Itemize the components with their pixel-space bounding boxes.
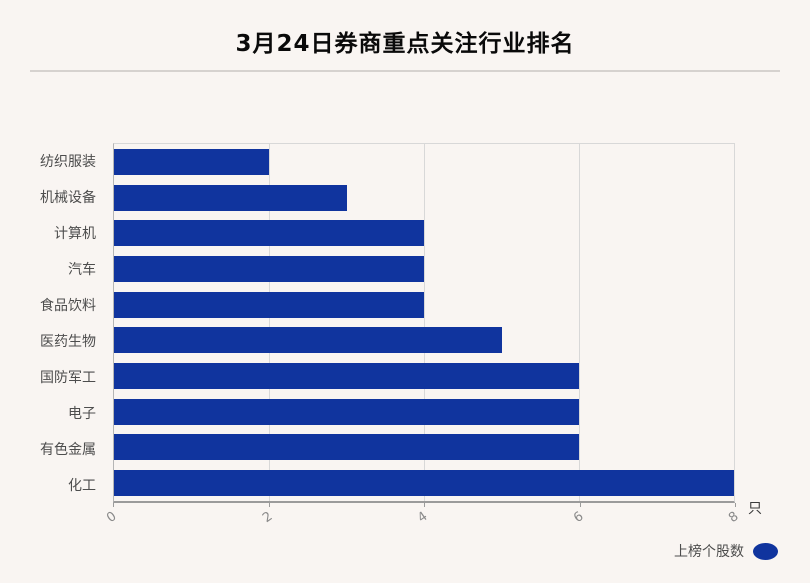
- bar-食品饮料: [114, 291, 424, 318]
- legend: 上榜个股数: [674, 541, 778, 561]
- gridline: [269, 144, 270, 501]
- x-axis-unit-label: 只: [748, 501, 762, 517]
- bar-row: [114, 287, 734, 323]
- bar-row: [114, 323, 734, 359]
- title-divider: [30, 70, 780, 72]
- category-label: 化工: [68, 478, 96, 494]
- bar-row: [114, 465, 734, 501]
- bar-有色金属: [114, 434, 579, 461]
- category-label: 医药生物: [40, 334, 96, 350]
- category-label: 国防军工: [40, 370, 96, 386]
- legend-label: 上榜个股数: [674, 544, 744, 560]
- bar-纺织服装: [114, 148, 269, 175]
- bar-机械设备: [114, 184, 347, 211]
- x-tick-label: 2: [259, 508, 275, 527]
- bar-row: [114, 394, 734, 430]
- x-tick-mark: [424, 503, 425, 507]
- x-tick-label: 0: [104, 508, 120, 527]
- plot-area: [113, 143, 735, 503]
- category-label: 计算机: [54, 226, 96, 242]
- gridline: [424, 144, 425, 501]
- x-tick-label: 8: [726, 508, 742, 527]
- chart-title: 3月24日券商重点关注行业排名: [235, 31, 575, 57]
- x-axis-ticks: 0 2 4 6 8: [104, 503, 741, 533]
- category-label: 汽车: [68, 262, 96, 278]
- category-label: 有色金属: [40, 442, 96, 458]
- bar-row: [114, 144, 734, 180]
- legend-marker-ellipse-icon: [753, 542, 778, 560]
- gridline: [579, 144, 580, 501]
- x-tick-mark: [113, 503, 114, 507]
- category-label: 纺织服装: [40, 154, 96, 170]
- bar-rows: [114, 144, 734, 501]
- bar-row: [114, 251, 734, 287]
- bar-row: [114, 430, 734, 466]
- bar-汽车: [114, 255, 424, 282]
- x-tick-mark: [735, 503, 736, 507]
- x-tick-label: 6: [570, 508, 586, 527]
- category-label: 机械设备: [40, 190, 96, 206]
- category-labels: 纺织服装机械设备计算机汽车食品饮料医药生物国防军工电子有色金属化工: [0, 143, 105, 503]
- bar-row: [114, 215, 734, 251]
- category-label: 电子: [68, 406, 96, 422]
- bar-row: [114, 358, 734, 394]
- x-tick-label: 4: [415, 508, 431, 527]
- bar-计算机: [114, 220, 424, 247]
- category-label: 食品饮料: [40, 298, 96, 314]
- bar-医药生物: [114, 327, 502, 354]
- bar-化工: [114, 470, 734, 497]
- bar-row: [114, 180, 734, 216]
- x-tick-mark: [268, 503, 270, 507]
- bar-国防军工: [114, 363, 579, 390]
- x-tick-mark: [579, 503, 581, 507]
- bar-电子: [114, 398, 579, 425]
